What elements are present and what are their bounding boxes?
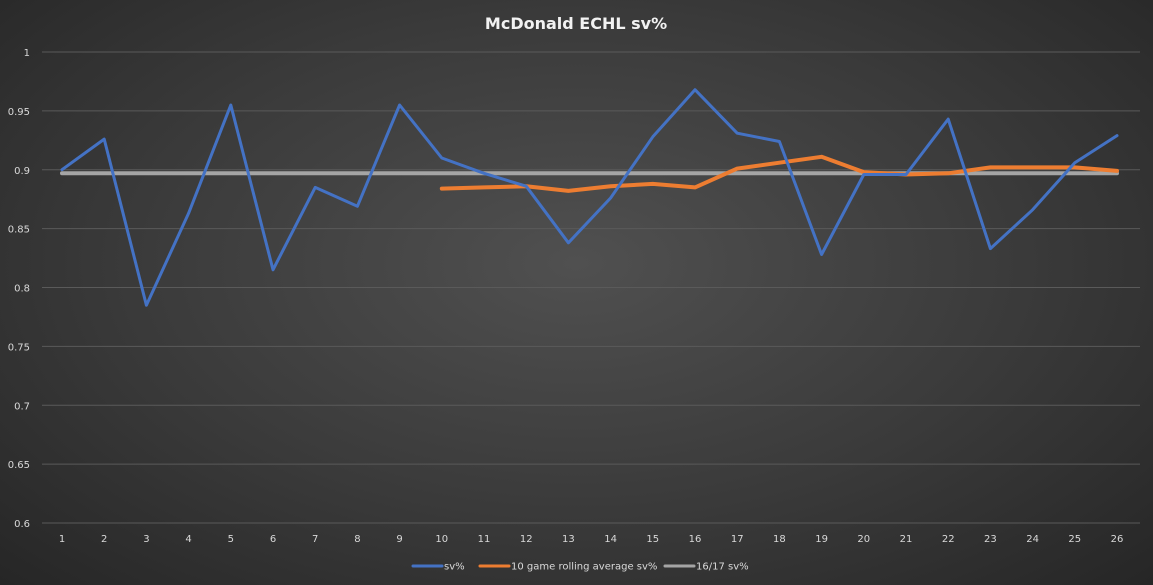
y-tick-label: 0.7 — [14, 401, 30, 412]
x-tick-label: 20 — [857, 534, 870, 545]
chart-title: McDonald ECHL sv% — [485, 14, 667, 33]
legend-label: 10 game rolling average sv% — [511, 562, 657, 573]
x-tick-label: 10 — [435, 534, 448, 545]
x-tick-label: 24 — [1026, 534, 1039, 545]
x-tick-label: 6 — [270, 534, 276, 545]
x-tick-label: 26 — [1111, 534, 1124, 545]
x-tick-label: 17 — [731, 534, 744, 545]
x-tick-label: 11 — [478, 534, 491, 545]
x-tick-label: 4 — [185, 534, 191, 545]
x-tick-label: 2 — [101, 534, 107, 545]
x-tick-label: 15 — [646, 534, 659, 545]
x-tick-label: 19 — [815, 534, 828, 545]
x-tick-label: 8 — [354, 534, 360, 545]
x-tick-label: 14 — [604, 534, 617, 545]
y-tick-label: 0.95 — [8, 107, 30, 118]
x-tick-label: 13 — [562, 534, 575, 545]
x-tick-label: 7 — [312, 534, 318, 545]
legend-label: sv% — [444, 562, 465, 573]
x-tick-label: 1 — [59, 534, 65, 545]
y-tick-label: 1 — [24, 48, 30, 59]
series-line-1 — [439, 154, 1119, 193]
x-tick-label: 16 — [689, 534, 702, 545]
y-tick-label: 0.8 — [14, 284, 30, 295]
y-tick-label: 0.85 — [8, 225, 30, 236]
y-tick-label: 0.65 — [8, 460, 30, 471]
x-tick-label: 3 — [143, 534, 149, 545]
y-tick-label: 0.9 — [14, 166, 30, 177]
x-tick-label: 12 — [520, 534, 533, 545]
x-tick-label: 21 — [900, 534, 913, 545]
x-tick-label: 23 — [984, 534, 997, 545]
x-tick-label: 22 — [942, 534, 955, 545]
x-tick-label: 9 — [396, 534, 402, 545]
x-tick-label: 5 — [228, 534, 234, 545]
x-tick-label: 18 — [773, 534, 786, 545]
y-tick-label: 0.75 — [8, 342, 30, 353]
series-line-0 — [60, 88, 1119, 307]
legend-label: 16/17 sv% — [696, 562, 749, 573]
y-tick-label: 0.6 — [14, 519, 30, 530]
x-tick-label: 25 — [1068, 534, 1081, 545]
